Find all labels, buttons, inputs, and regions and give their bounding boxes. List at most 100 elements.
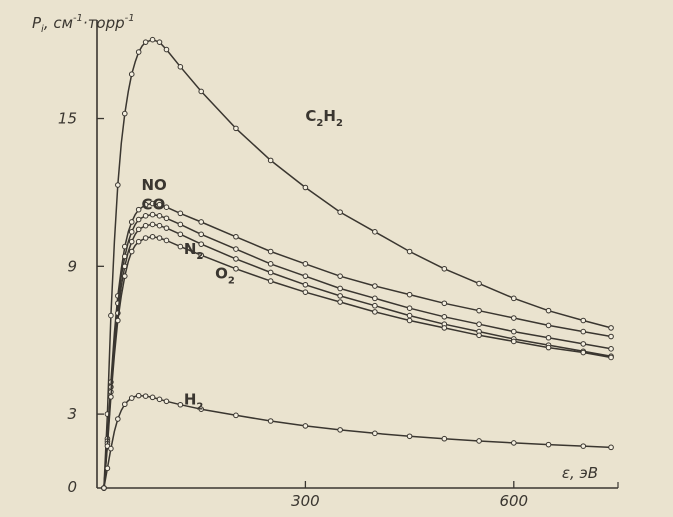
data-point	[149, 200, 156, 207]
data-point	[142, 222, 149, 229]
data-point	[372, 283, 378, 289]
data-point	[267, 418, 274, 424]
x-tick-label: 600	[499, 492, 528, 510]
data-point	[156, 222, 163, 229]
data-point	[163, 398, 170, 405]
data-point	[149, 211, 156, 218]
data-point	[302, 281, 309, 288]
data-point	[135, 238, 142, 245]
data-point	[406, 248, 413, 255]
data-point	[101, 485, 107, 491]
y-tick-label: 3	[67, 405, 77, 423]
data-point	[121, 110, 128, 117]
data-point	[198, 231, 204, 238]
data-point	[163, 225, 170, 231]
data-point	[267, 269, 274, 276]
data-point	[163, 237, 170, 244]
series-N2	[101, 221, 614, 491]
data-point	[135, 49, 142, 55]
data-point	[128, 395, 135, 401]
data-point	[233, 256, 239, 262]
data-point	[198, 241, 204, 247]
x-axis-label: ε, эВ	[562, 464, 598, 482]
data-point	[149, 233, 156, 240]
data-point	[177, 64, 184, 70]
data-point	[406, 317, 413, 324]
data-point	[108, 445, 114, 452]
x-tick-label: 300	[291, 492, 320, 510]
data-point	[121, 273, 128, 279]
data-point	[104, 465, 111, 472]
y-axis-label: Pi, см-1·торр-1	[32, 13, 135, 35]
data-point	[156, 213, 163, 219]
data-point	[302, 289, 309, 295]
data-point	[406, 291, 413, 298]
data-point	[156, 396, 163, 403]
data-point	[580, 341, 587, 347]
data-point	[511, 338, 517, 345]
data-point	[476, 332, 482, 339]
data-point	[233, 125, 239, 132]
data-point	[149, 221, 156, 228]
data-point	[135, 392, 142, 399]
data-point	[302, 261, 309, 267]
ticks: 0 3 9 15 300 600	[58, 110, 528, 510]
data-point	[163, 204, 170, 210]
data-point	[121, 401, 128, 408]
data-point	[608, 444, 614, 451]
data-point	[372, 309, 378, 315]
data-point	[142, 201, 149, 208]
data-point	[128, 219, 135, 225]
data-point	[372, 302, 378, 309]
data-point	[267, 248, 274, 255]
data-point	[135, 216, 142, 223]
y-tick-label: 9	[67, 257, 77, 275]
data-point	[233, 412, 239, 419]
data-point	[302, 273, 309, 279]
data-point	[198, 88, 204, 95]
data-point	[108, 394, 114, 400]
data-point	[267, 261, 274, 267]
y-tick-label: 15	[58, 110, 77, 128]
data-point	[580, 349, 587, 356]
data-point	[608, 346, 614, 352]
data-point	[372, 430, 378, 437]
series-NO	[101, 200, 614, 491]
data-point	[406, 433, 413, 440]
data-point	[337, 299, 343, 305]
data-point	[177, 210, 184, 217]
data-point	[511, 440, 517, 446]
data-point	[337, 427, 343, 433]
data-point	[372, 295, 378, 302]
data-point	[149, 36, 156, 43]
data-point	[476, 438, 482, 444]
data-point	[128, 248, 135, 255]
data-point	[128, 229, 135, 235]
data-point	[233, 246, 239, 252]
data-point	[115, 317, 121, 324]
data-point	[128, 238, 135, 245]
data-point	[198, 219, 204, 225]
data-point	[142, 213, 149, 219]
data-point	[545, 322, 552, 329]
data-point	[149, 394, 156, 401]
data-point	[156, 235, 163, 241]
data-point	[441, 435, 448, 442]
data-point	[267, 278, 274, 284]
data-point	[337, 209, 343, 215]
series-label-CO: CO	[141, 196, 165, 214]
data-point	[441, 325, 448, 331]
data-point	[441, 300, 448, 307]
data-point	[580, 328, 587, 335]
data-point	[545, 441, 552, 448]
data-point	[177, 401, 184, 408]
data-point	[163, 46, 170, 53]
data-point	[545, 307, 552, 314]
data-point	[372, 229, 378, 235]
data-point	[115, 182, 121, 188]
data-point	[115, 416, 121, 422]
data-point	[177, 243, 184, 250]
data-point	[511, 328, 517, 335]
